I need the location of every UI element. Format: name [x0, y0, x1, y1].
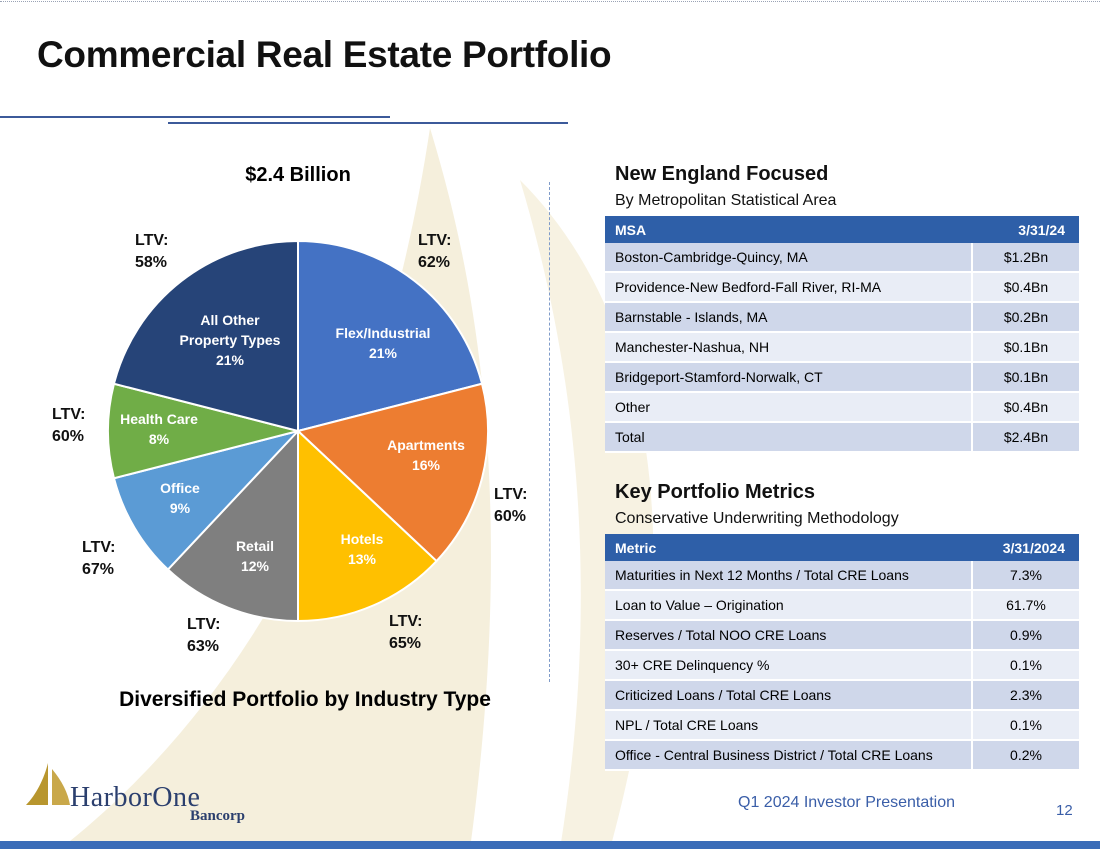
table-row: Total $2.4Bn — [605, 423, 1079, 453]
ltv-label-health-care: LTV: 60% — [52, 406, 86, 445]
metrics-table: Metric 3/31/2024 Maturities in Next 12 M… — [605, 534, 1079, 771]
msa-table: MSA 3/31/24 Boston-Cambridge-Quincy, MA $… — [605, 216, 1079, 453]
table-row: Manchester-Nashua, NH $0.1Bn — [605, 333, 1079, 363]
page-title: Commercial Real Estate Portfolio — [37, 34, 612, 75]
table-row: Loan to Value – Origination 61.7% — [605, 591, 1079, 621]
section-divider — [549, 182, 550, 682]
ltv-label-apartments: LTV: 60% — [494, 486, 528, 525]
chart-caption: Diversified Portfolio by Industry Type — [119, 688, 491, 711]
footer-presentation-title: Q1 2024 Investor Presentation — [738, 794, 956, 811]
ltv-label-all-other: LTV: 58% — [135, 232, 169, 271]
row-label: 30+ CRE Delinquency % — [605, 651, 971, 681]
msa-heading: New England Focused — [615, 163, 829, 185]
pie-slice-hotels — [297, 428, 438, 623]
ltv-label-flex-industrial: LTV: 62% — [418, 232, 452, 271]
row-label: Bridgeport-Stamford-Norwalk, CT — [605, 363, 971, 393]
title-underline-2 — [168, 122, 568, 124]
table-row: Criticized Loans / Total CRE Loans 2.3% — [605, 681, 1079, 711]
chart-title: $2.4 Billion — [245, 164, 351, 186]
row-value: $0.1Bn — [971, 333, 1079, 363]
slice-label-all-other: All Other Property Types 21% — [179, 312, 281, 368]
row-value: 0.1% — [971, 711, 1079, 741]
row-value: $0.4Bn — [971, 393, 1079, 423]
row-label: Reserves / Total NOO CRE Loans — [605, 621, 971, 651]
table-row: Office - Central Business District / Tot… — [605, 741, 1079, 771]
column-header-metric: Metric — [605, 534, 971, 561]
row-value: 7.3% — [971, 561, 1079, 591]
table-row: Boston-Cambridge-Quincy, MA $1.2Bn — [605, 243, 1079, 273]
table-row: Barnstable - Islands, MA $0.2Bn — [605, 303, 1079, 333]
metrics-heading: Key Portfolio Metrics — [615, 481, 816, 503]
row-label: Boston-Cambridge-Quincy, MA — [605, 243, 971, 273]
title-underline-1 — [0, 116, 390, 118]
column-header-msa: MSA — [605, 216, 971, 243]
column-header-date: 3/31/24 — [971, 216, 1079, 243]
table-row: 30+ CRE Delinquency % 0.1% — [605, 651, 1079, 681]
bottom-bar — [0, 841, 1100, 849]
ltv-label-hotels: LTV: 65% — [389, 613, 423, 652]
pie-slice-health-care — [107, 382, 299, 480]
row-label: NPL / Total CRE Loans — [605, 711, 971, 741]
row-value: 0.2% — [971, 741, 1079, 771]
row-label: Providence-New Bedford-Fall River, RI-MA — [605, 273, 971, 303]
slice-label-apartments: Apartments 16% — [387, 437, 465, 473]
msa-subheading: By Metropolitan Statistical Area — [615, 192, 837, 209]
row-value: $0.2Bn — [971, 303, 1079, 333]
row-label: Loan to Value – Origination — [605, 591, 971, 621]
row-value: $0.1Bn — [971, 363, 1079, 393]
table-row: Maturities in Next 12 Months / Total CRE… — [605, 561, 1079, 591]
slice-label-office: Office 9% — [160, 480, 200, 516]
row-value: $1.2Bn — [971, 243, 1079, 273]
harborone-sail-logo-icon — [26, 763, 70, 805]
table-header-row: Metric 3/31/2024 — [605, 534, 1079, 561]
row-value: 2.3% — [971, 681, 1079, 711]
logo-wordmark: HarborOne — [70, 782, 201, 813]
row-label: Office - Central Business District / Tot… — [605, 741, 971, 771]
row-value: 61.7% — [971, 591, 1079, 621]
logo-subtitle: Bancorp — [190, 808, 246, 824]
table-row: Other $0.4Bn — [605, 393, 1079, 423]
pie-slice-retail — [166, 428, 299, 623]
row-value: $0.4Bn — [971, 273, 1079, 303]
pie-slice-office — [112, 429, 302, 571]
row-label: Maturities in Next 12 Months / Total CRE… — [605, 561, 971, 591]
pie-chart — [107, 239, 489, 623]
slice-label-retail: Retail 12% — [235, 538, 275, 574]
pie-slice-flex-industrial — [297, 239, 484, 433]
pie-slice-all-other-property-types — [112, 239, 299, 433]
row-label: Barnstable - Islands, MA — [605, 303, 971, 333]
metrics-subheading: Conservative Underwriting Methodology — [615, 510, 899, 527]
slice-label-flex-industrial: Flex/Industrial 21% — [335, 325, 431, 361]
ltv-label-office: LTV: 67% — [82, 539, 116, 578]
row-label: Criticized Loans / Total CRE Loans — [605, 681, 971, 711]
table-row: Providence-New Bedford-Fall River, RI-MA… — [605, 273, 1079, 303]
row-label: Other — [605, 393, 971, 423]
slice-label-health-care: Health Care 8% — [120, 411, 198, 447]
pie-slice-apartments — [295, 382, 489, 563]
slice-label-hotels: Hotels 13% — [340, 531, 384, 567]
table-row: NPL / Total CRE Loans 0.1% — [605, 711, 1079, 741]
table-row: Bridgeport-Stamford-Norwalk, CT $0.1Bn — [605, 363, 1079, 393]
row-label: Manchester-Nashua, NH — [605, 333, 971, 363]
column-header-date: 3/31/2024 — [971, 534, 1079, 561]
row-label: Total — [605, 423, 971, 453]
ltv-label-retail: LTV: 63% — [187, 616, 221, 655]
table-header-row: MSA 3/31/24 — [605, 216, 1079, 243]
table-row: Reserves / Total NOO CRE Loans 0.9% — [605, 621, 1079, 651]
page-number: 12 — [1056, 802, 1073, 819]
row-value: 0.9% — [971, 621, 1079, 651]
row-value: $2.4Bn — [971, 423, 1079, 453]
row-value: 0.1% — [971, 651, 1079, 681]
top-dotted-border — [0, 1, 1100, 2]
